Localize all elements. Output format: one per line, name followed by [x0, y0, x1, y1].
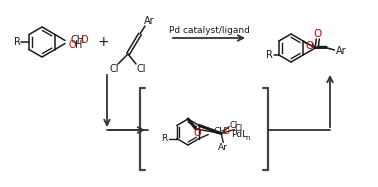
- Text: Cl: Cl: [109, 64, 119, 74]
- Text: Ar: Ar: [144, 16, 154, 26]
- Text: H: H: [75, 39, 82, 50]
- Text: Ar: Ar: [218, 143, 228, 152]
- Text: R: R: [266, 50, 273, 60]
- Text: Cl: Cl: [234, 124, 243, 133]
- Text: Cl: Cl: [136, 64, 146, 74]
- Text: +: +: [97, 35, 109, 49]
- Text: CH: CH: [213, 127, 226, 136]
- Text: n: n: [245, 134, 250, 140]
- Text: O: O: [69, 39, 77, 50]
- Text: Ar: Ar: [336, 46, 347, 56]
- Text: O: O: [81, 34, 88, 45]
- Text: O: O: [193, 128, 201, 138]
- Text: O: O: [305, 41, 313, 50]
- Text: O: O: [313, 29, 321, 39]
- Text: R: R: [162, 134, 168, 143]
- Text: Cl: Cl: [229, 121, 237, 130]
- Text: O: O: [222, 127, 229, 136]
- Text: PdL: PdL: [231, 130, 247, 139]
- Text: Pd catalyst/ligand: Pd catalyst/ligand: [169, 25, 249, 34]
- Text: R: R: [14, 37, 20, 47]
- Text: CH: CH: [71, 34, 85, 45]
